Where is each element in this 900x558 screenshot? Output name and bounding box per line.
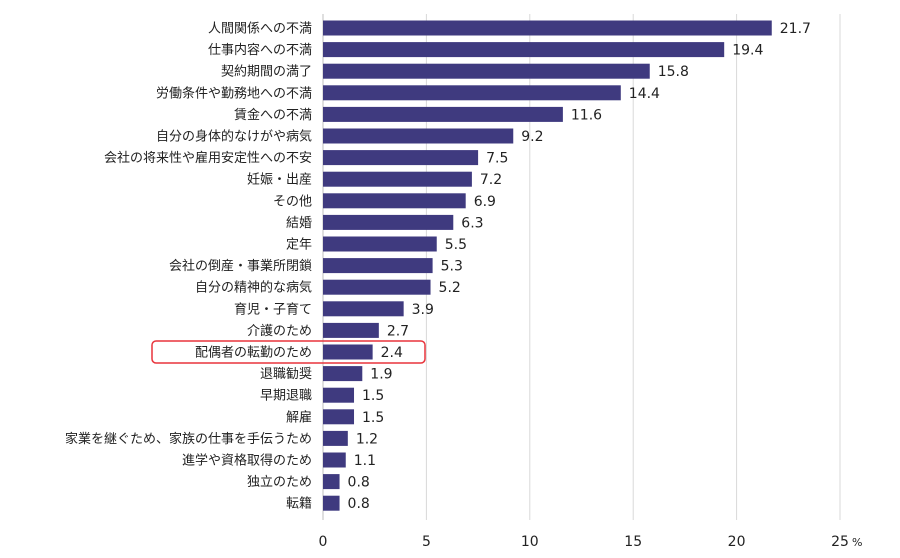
category-label: 配偶者の転勤のため (195, 346, 312, 361)
highlight-layer (151, 340, 426, 364)
category-label: 独立のため (247, 475, 312, 490)
bar (323, 387, 355, 403)
category-label: 結婚 (286, 216, 312, 231)
bar (323, 106, 563, 122)
x-tick-label: 0 (319, 534, 328, 550)
bar (323, 322, 379, 338)
unit-label: % (852, 536, 862, 549)
x-tick-label: 20 (728, 534, 746, 550)
bar (323, 85, 621, 101)
value-label: 2.7 (387, 323, 409, 339)
category-label: 会社の将来性や雇用安定性への不安 (104, 150, 312, 166)
bar (323, 236, 437, 252)
category-label: 賃金への不満 (234, 107, 312, 123)
category-labels: 人間関係への不満仕事内容への不満契約期間の満了労働条件や勤務地への不満賃金への不… (65, 22, 312, 512)
bar (323, 258, 433, 274)
value-label: 14.4 (629, 86, 660, 102)
bar (323, 42, 725, 58)
value-label: 5.2 (439, 280, 461, 296)
bars (323, 20, 772, 511)
bar (323, 128, 514, 144)
bar (323, 20, 772, 36)
category-label: 育児・子育て (234, 301, 312, 317)
x-tick-labels: 0 5 10 15 20 25 (319, 534, 849, 550)
bar (323, 279, 431, 295)
category-label: 定年 (286, 238, 312, 253)
category-label: 退職勧奨 (260, 366, 312, 382)
category-label: 会社の倒産・事業所閉鎖 (169, 258, 312, 274)
category-label: 介護のため (247, 323, 312, 339)
bar (323, 366, 363, 382)
value-labels: 21.7 19.4 15.8 14.4 11.6 9.2 7.5 7.2 6.9 6.3 5.5 5.… (348, 21, 811, 512)
value-label: 15.8 (658, 64, 689, 80)
bar (323, 495, 340, 511)
category-label: 自分の身体的なけがや病気 (156, 129, 312, 145)
highlight-box (151, 340, 426, 364)
value-label: 6.9 (474, 194, 496, 210)
category-label: 契約期間の満了 (221, 65, 312, 80)
value-label: 1.5 (362, 388, 384, 404)
value-label: 2.4 (381, 345, 403, 361)
value-label: 7.5 (486, 151, 508, 167)
bar (323, 214, 454, 230)
value-label: 5.3 (441, 259, 463, 275)
value-label: 5.5 (445, 237, 467, 253)
category-label: 仕事内容への不満 (208, 42, 312, 58)
bar (323, 474, 340, 490)
x-tick-label: 5 (422, 534, 431, 550)
category-label: 人間関係への不満 (208, 22, 312, 37)
value-label: 1.1 (354, 453, 376, 469)
x-tick-label: 10 (521, 534, 539, 550)
category-label: 進学や資格取得のため (182, 453, 312, 469)
category-label: 家業を継ぐため、家族の仕事を手伝うため (65, 431, 312, 447)
x-tick-label: 25 (831, 534, 849, 550)
bar (323, 63, 650, 79)
value-label: 0.8 (348, 496, 370, 512)
bar (323, 409, 355, 425)
bar (323, 171, 472, 187)
bar (323, 430, 348, 446)
bar (323, 452, 346, 468)
category-label: 労働条件や勤務地への不満 (156, 85, 312, 101)
value-label: 19.4 (732, 43, 763, 59)
value-label: 11.6 (571, 107, 602, 123)
category-label: 転籍 (286, 496, 312, 512)
x-tick-label: 15 (624, 534, 642, 550)
value-label: 0.8 (348, 475, 370, 491)
value-label: 1.5 (362, 410, 384, 426)
category-label: 妊娠・出産 (247, 172, 312, 188)
value-label: 3.9 (412, 302, 434, 318)
bar (323, 150, 479, 166)
value-label: 9.2 (521, 129, 543, 145)
value-label: 1.9 (370, 367, 392, 383)
category-label: 自分の精神的な病気 (195, 280, 312, 296)
value-label: 7.2 (480, 172, 502, 188)
value-label: 1.2 (356, 431, 378, 447)
bar (323, 301, 404, 317)
value-label: 6.3 (461, 215, 483, 231)
bar (323, 344, 373, 360)
bar (323, 193, 466, 209)
value-label: 21.7 (780, 21, 811, 37)
category-label: 解雇 (286, 409, 312, 425)
category-label: その他 (273, 194, 312, 209)
category-label: 早期退職 (260, 389, 312, 404)
